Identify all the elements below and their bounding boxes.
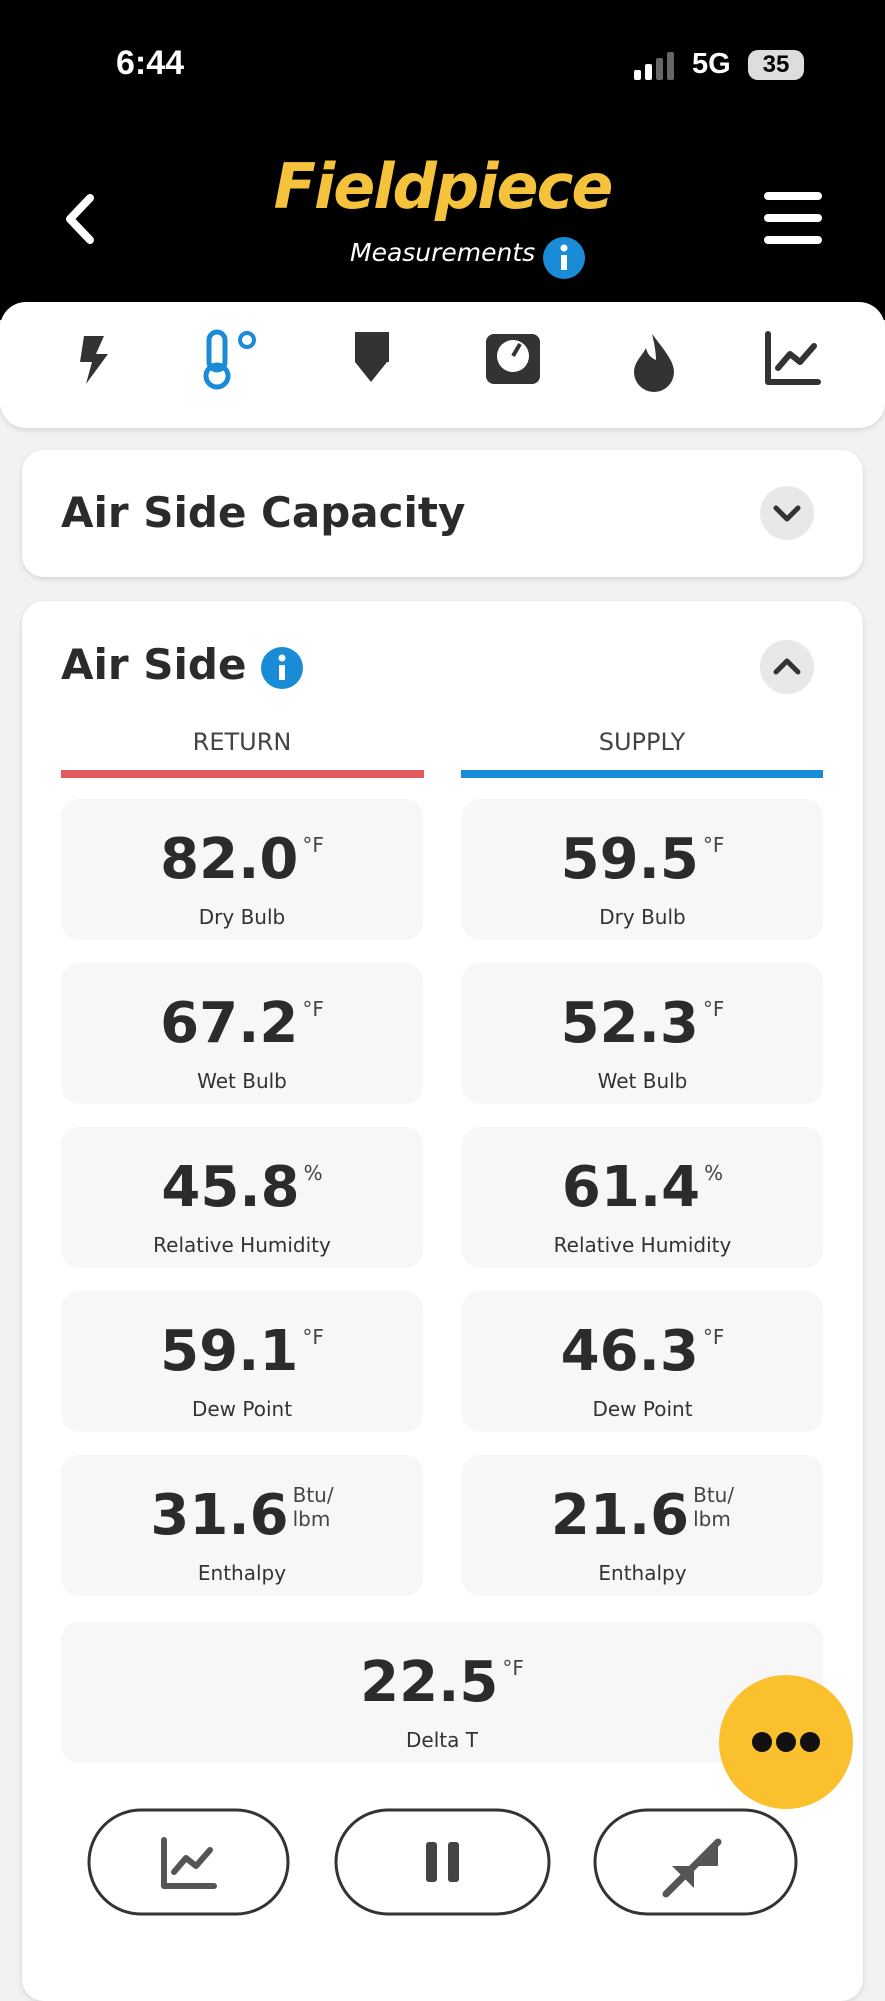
reading-unit: °F <box>302 1325 324 1349</box>
section-title: Air Side Capacity <box>61 488 466 537</box>
tab-icons <box>80 329 821 392</box>
tab-trends[interactable] <box>765 331 821 385</box>
supply-underline <box>461 770 823 778</box>
reading-unit: Btu/ lbm <box>292 1483 334 1531</box>
reading-tile: 61.4% Relative Humidity <box>462 1127 823 1268</box>
reading-tile: 59.5 °F Dry Bulb <box>462 799 823 940</box>
reading-tile: 22.5 °F Delta T <box>61 1622 823 1763</box>
collapse-view-button[interactable] <box>593 1808 798 1916</box>
reading-label: Relative Humidity <box>153 1233 331 1257</box>
reading-label: Dew Point <box>191 1397 293 1421</box>
reading-label: Delta T <box>406 1728 478 1752</box>
return-underline <box>61 770 424 778</box>
reading-value: 67.2 <box>160 991 299 1056</box>
signal-icon <box>634 52 674 80</box>
reading-value: 31.6 <box>150 1483 289 1548</box>
status-time: 6:44 <box>116 44 185 82</box>
reading-value: 82.0 <box>160 827 299 892</box>
reading-label: Dew Point <box>592 1397 693 1421</box>
menu-button[interactable] <box>762 190 824 246</box>
pause-button[interactable] <box>334 1808 551 1916</box>
reading-unit: % <box>704 1161 724 1185</box>
reading-tile: 46.3 °F Dew Point <box>462 1291 823 1432</box>
header-bar <box>0 0 885 320</box>
battery-level: 35 <box>748 50 804 80</box>
info-icon[interactable] <box>260 646 304 690</box>
back-button[interactable] <box>60 192 100 246</box>
reading-value: 21.6 <box>550 1483 690 1548</box>
reading-tile: 52.3 °F Wet Bulb <box>462 963 823 1104</box>
reading-label: Dry Bulb <box>599 905 686 929</box>
reading-unit: % <box>303 1161 323 1185</box>
reading-value: 45.8 <box>161 1155 300 1220</box>
reading-tile: 82.0 °F Dry Bulb <box>61 799 423 940</box>
reading-unit: Btu/ lbm <box>693 1483 735 1531</box>
reading-value: 46.3 <box>560 1319 699 1384</box>
tab-gauge[interactable] <box>486 334 540 384</box>
reading-value: 59.1 <box>160 1319 299 1384</box>
reading-unit: °F <box>302 997 324 1021</box>
tab-temperature[interactable] <box>203 329 256 390</box>
reading-unit: °F <box>702 997 725 1021</box>
section-title: Air Side <box>61 640 247 689</box>
column-header: RETURN <box>192 728 292 756</box>
reading-label: Relative Humidity <box>553 1233 732 1257</box>
reading-label: Enthalpy <box>197 1561 287 1585</box>
reading-value: 52.3 <box>560 991 699 1056</box>
reading-unit: °F <box>302 833 324 857</box>
expand-button[interactable] <box>760 486 814 540</box>
reading-value: 59.5 <box>560 827 699 892</box>
reading-tile: 45.8% Relative Humidity <box>61 1127 423 1268</box>
reading-unit: °F <box>702 833 725 857</box>
reading-tile: 67.2 °F Wet Bulb <box>61 963 423 1104</box>
tab-bar <box>0 302 885 428</box>
reading-tile: 21.6 Btu/ lbm Enthalpy <box>462 1455 823 1596</box>
column-header: SUPPLY <box>598 728 686 756</box>
bottom-controls <box>87 1808 798 1916</box>
reading-value: 22.5 <box>360 1650 499 1715</box>
brand-logo: Fieldpiece <box>273 150 614 223</box>
trend-button[interactable] <box>87 1808 290 1916</box>
reading-value: 61.4 <box>561 1155 701 1220</box>
collapse-button[interactable] <box>760 640 814 694</box>
reading-tile: 31.6 Btu/ lbm Enthalpy <box>61 1455 423 1596</box>
tab-airflow[interactable] <box>355 332 389 382</box>
reading-unit: °F <box>702 1325 725 1349</box>
section-card[interactable] <box>22 450 863 577</box>
info-icon[interactable] <box>542 236 586 280</box>
reading-label: Dry Bulb <box>198 905 286 929</box>
network-label: 5G <box>692 48 731 80</box>
more-button[interactable] <box>716 1672 856 1812</box>
tab-combustion[interactable] <box>634 334 674 392</box>
tab-electrical[interactable] <box>80 336 108 384</box>
reading-label: Wet Bulb <box>597 1069 688 1093</box>
reading-label: Wet Bulb <box>197 1069 287 1093</box>
reading-tile: 59.1 °F Dew Point <box>61 1291 423 1432</box>
reading-unit: °F <box>502 1656 524 1680</box>
page-subtitle: Measurements <box>350 238 536 267</box>
reading-label: Enthalpy <box>598 1561 687 1585</box>
